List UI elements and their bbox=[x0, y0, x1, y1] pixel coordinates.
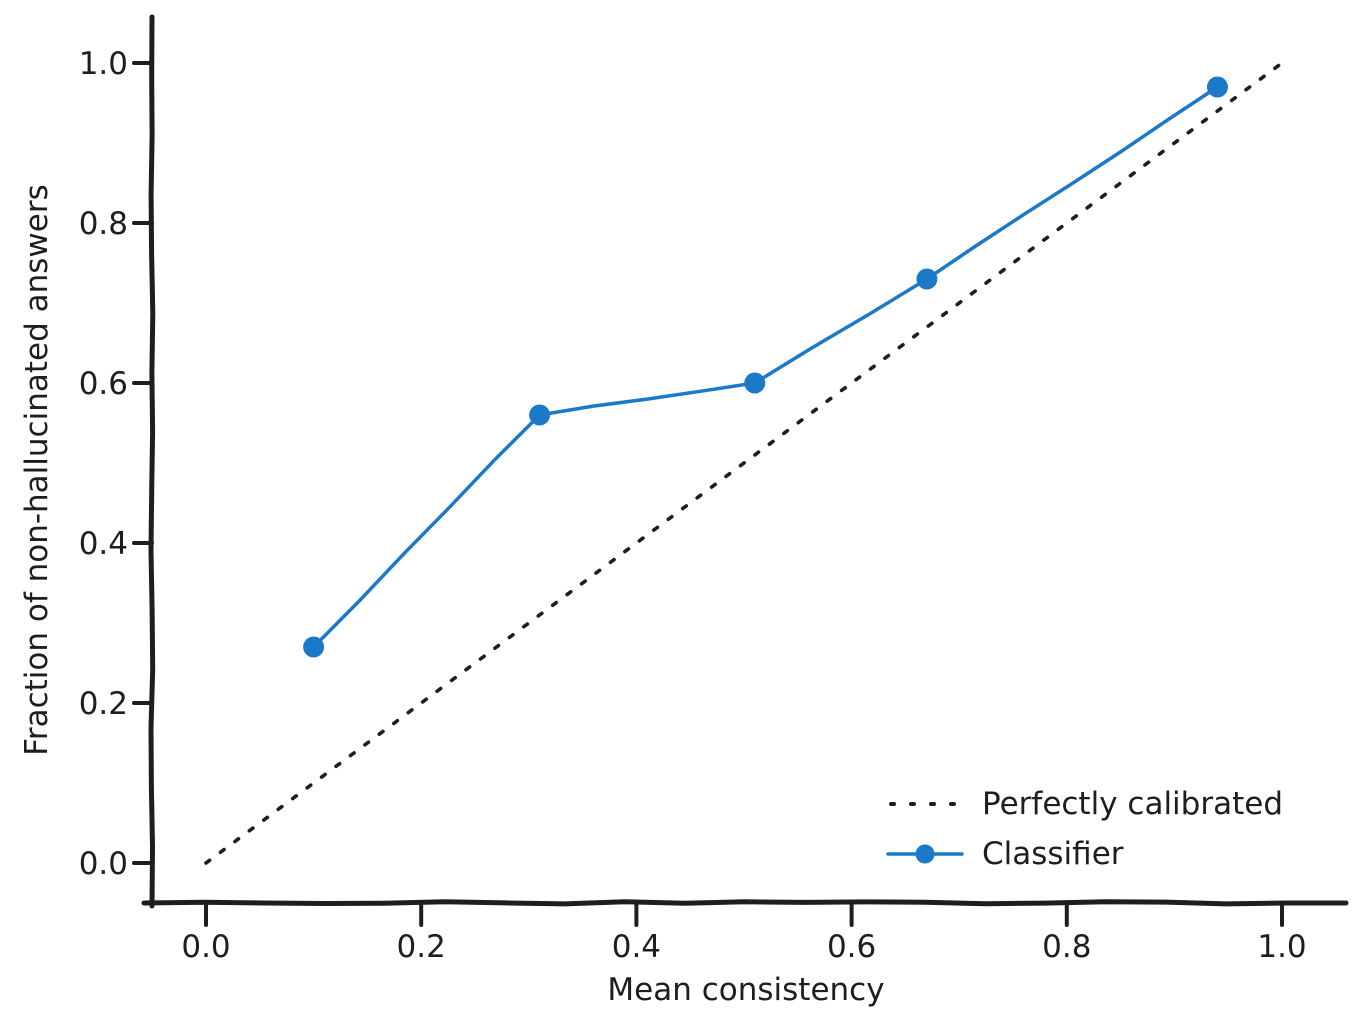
y-axis-spine bbox=[148, 14, 156, 909]
x-tick-label: 0.2 bbox=[397, 929, 446, 965]
legend: Perfectly calibrated Classifier bbox=[886, 782, 1283, 875]
classifier-marker bbox=[303, 636, 325, 658]
x-tick-label: 1.0 bbox=[1257, 929, 1306, 965]
perfectly-calibrated-line bbox=[204, 61, 1284, 865]
dotted-line-swatch bbox=[889, 801, 961, 806]
legend-item-perfectly-calibrated: Perfectly calibrated bbox=[886, 782, 1283, 825]
classifier-line bbox=[311, 85, 1220, 649]
y-tick-label: 0.0 bbox=[79, 846, 128, 882]
y-tick-label: 0.6 bbox=[79, 366, 128, 402]
y-tick-label: 0.4 bbox=[79, 526, 128, 562]
legend-item-classifier: Classifier bbox=[886, 832, 1283, 875]
classifier-marker bbox=[744, 372, 766, 394]
x-tick-label: 0.8 bbox=[1042, 929, 1091, 965]
classifier-marker bbox=[916, 268, 938, 290]
y-tick-label: 1.0 bbox=[79, 46, 128, 82]
x-axis-spine bbox=[141, 899, 1349, 907]
legend-label-classifier: Classifier bbox=[982, 835, 1124, 872]
classifier-marker bbox=[1206, 76, 1228, 98]
classifier-marker bbox=[529, 404, 551, 426]
classifier-marker-sample bbox=[915, 844, 935, 863]
y-axis-label: Fraction of non-hallucinated answers bbox=[19, 184, 55, 756]
y-tick-label: 0.2 bbox=[79, 686, 128, 722]
x-tick-label: 0.4 bbox=[612, 929, 661, 965]
y-tick-label: 0.8 bbox=[79, 206, 128, 242]
legend-label-perfectly-calibrated: Perfectly calibrated bbox=[982, 785, 1283, 822]
x-tick-label: 0.0 bbox=[181, 929, 230, 965]
x-tick-label: 0.6 bbox=[827, 929, 876, 965]
x-axis-label: Mean consistency bbox=[607, 972, 885, 1008]
classifier-line-swatch bbox=[886, 844, 964, 863]
